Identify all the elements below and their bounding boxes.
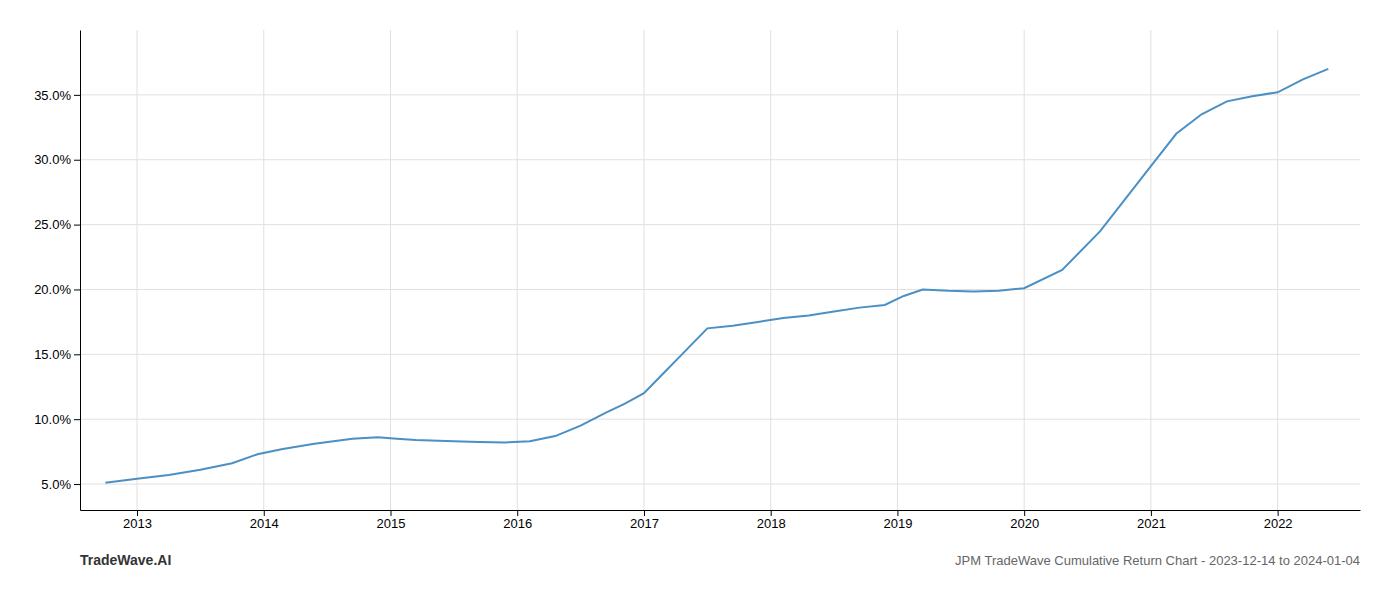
tick-mark xyxy=(1151,510,1152,516)
tick-label: 2019 xyxy=(883,516,912,531)
axis-line xyxy=(80,31,81,511)
grid-line xyxy=(1150,30,1151,510)
marks xyxy=(105,69,1328,483)
tick-label: 2013 xyxy=(123,516,152,531)
tick: 35.0% xyxy=(34,88,80,103)
tick: 2016 xyxy=(503,510,532,531)
tick-mark xyxy=(264,510,265,516)
title: JPM TradeWave Cumulative Return Chart - … xyxy=(955,553,1360,568)
grid-line xyxy=(80,354,1360,355)
x-axis: 2013 2014 2015 2016 2017 2018 2019 2020 2021 2022 xyxy=(81,510,1361,531)
grid-line xyxy=(263,30,264,510)
tick: 30.0% xyxy=(34,152,80,167)
grid-line xyxy=(770,30,771,510)
tick-label: 10.0% xyxy=(34,412,71,427)
axis-line xyxy=(81,510,1361,511)
tick-mark xyxy=(74,419,80,420)
grid-line xyxy=(643,30,644,510)
tick: 2015 xyxy=(377,510,406,531)
tick-label: 25.0% xyxy=(34,217,71,232)
tick-label: 2014 xyxy=(250,516,279,531)
tick: 5.0% xyxy=(41,477,80,492)
grid-line xyxy=(517,30,518,510)
tick: 2020 xyxy=(1010,510,1039,531)
y-axis: 5.0% 10.0% 15.0% 20.0% 25.0% 30.0% 35.0% xyxy=(34,31,80,511)
tick-label: 5.0% xyxy=(41,477,71,492)
line xyxy=(105,69,1328,483)
tick-mark xyxy=(74,225,80,226)
grid-line xyxy=(80,224,1360,225)
grid xyxy=(80,30,1360,510)
tick-label: 15.0% xyxy=(34,347,71,362)
grid-line xyxy=(137,30,138,510)
tick: 15.0% xyxy=(34,347,80,362)
tick-mark xyxy=(74,95,80,96)
grid-line xyxy=(1277,30,1278,510)
tick-label: 2021 xyxy=(1137,516,1166,531)
grid-line xyxy=(80,94,1360,95)
tick: 2018 xyxy=(757,510,786,531)
grid-line xyxy=(80,484,1360,485)
tick-label: 35.0% xyxy=(34,88,71,103)
tick: 10.0% xyxy=(34,412,80,427)
tick-mark xyxy=(74,484,80,485)
watermark: TradeWave.AI xyxy=(80,552,171,568)
chart: 2013 2014 2015 2016 2017 2018 2019 2020 2021 2022… xyxy=(0,0,1400,600)
tick-mark xyxy=(1278,510,1279,516)
plot: 2013 2014 2015 2016 2017 2018 2019 2020 2021 2022… xyxy=(34,30,1360,531)
tick-mark xyxy=(644,510,645,516)
tick-mark xyxy=(390,510,391,516)
grid-line xyxy=(80,289,1360,290)
tick-label: 2022 xyxy=(1264,516,1293,531)
tick-label: 2015 xyxy=(377,516,406,531)
tick-label: 2020 xyxy=(1010,516,1039,531)
grid-line xyxy=(1024,30,1025,510)
tick-label: 20.0% xyxy=(34,282,71,297)
tick-mark xyxy=(74,354,80,355)
tick-mark xyxy=(74,160,80,161)
tick: 2021 xyxy=(1137,510,1166,531)
tick-label: 2018 xyxy=(757,516,786,531)
tick-label: 2017 xyxy=(630,516,659,531)
grid-line xyxy=(80,159,1360,160)
grid-line xyxy=(897,30,898,510)
tick: 2014 xyxy=(250,510,279,531)
tick: 2019 xyxy=(883,510,912,531)
tick: 2022 xyxy=(1264,510,1293,531)
tick-mark xyxy=(1024,510,1025,516)
tick-mark xyxy=(137,510,138,516)
tick-mark xyxy=(74,289,80,290)
tick: 2013 xyxy=(123,510,152,531)
tick: 2017 xyxy=(630,510,659,531)
grid-line xyxy=(80,419,1360,420)
tick-mark xyxy=(771,510,772,516)
tick-mark xyxy=(897,510,898,516)
tick: 25.0% xyxy=(34,217,80,232)
tick: 20.0% xyxy=(34,282,80,297)
tick-label: 30.0% xyxy=(34,152,71,167)
tick-label: 2016 xyxy=(503,516,532,531)
tick-mark xyxy=(517,510,518,516)
